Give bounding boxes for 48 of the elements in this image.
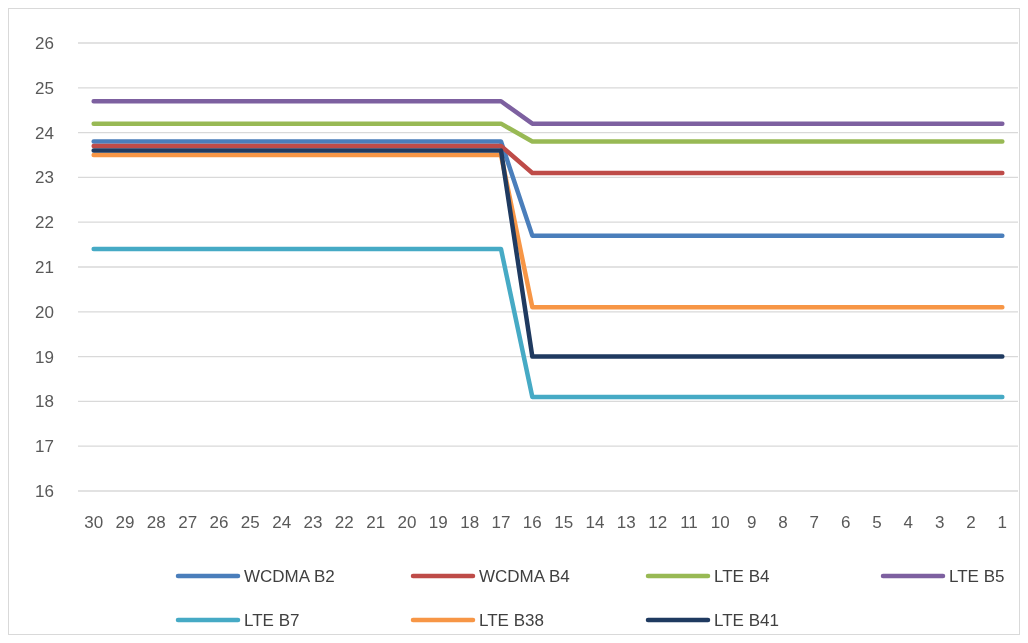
legend-label: LTE B41 [714, 610, 779, 630]
x-tick-label: 1 [997, 513, 1008, 532]
x-tick-label: 29 [115, 513, 135, 532]
y-tick-label: 16 [35, 481, 54, 501]
y-tick-label: 26 [35, 33, 54, 53]
x-tick-label: 30 [84, 513, 104, 532]
y-tick-label: 19 [35, 347, 54, 367]
x-tick-label: 4 [903, 513, 914, 532]
x-tick-label: 16 [522, 513, 542, 532]
y-tick-label: 22 [35, 213, 54, 233]
legend-label: WCDMA B2 [244, 566, 335, 586]
y-tick-label: 24 [35, 123, 54, 143]
x-tick-label: 21 [366, 513, 386, 532]
y-tick-label: 18 [35, 392, 54, 412]
x-tick-label: 19 [428, 513, 448, 532]
x-tick-label: 2 [966, 513, 976, 532]
x-tick-label: 25 [240, 513, 260, 532]
legend-label: WCDMA B4 [479, 566, 570, 586]
x-tick-label: 24 [272, 513, 292, 532]
x-tick-label: 9 [746, 513, 757, 532]
y-tick-label: 20 [35, 302, 54, 322]
x-tick-label: 8 [778, 513, 788, 532]
x-tick-label: 11 [680, 513, 698, 532]
x-tick-label: 7 [809, 513, 820, 532]
x-tick-label: 14 [585, 513, 605, 532]
x-tick-label: 18 [460, 513, 480, 532]
x-tick-label: 3 [934, 513, 945, 532]
x-tick-label: 15 [554, 513, 574, 532]
y-tick-label: 21 [35, 257, 54, 277]
x-tick-label: 12 [648, 513, 668, 532]
x-tick-label: 5 [872, 513, 882, 532]
legend-label: LTE B38 [479, 610, 544, 630]
legend-label: LTE B7 [244, 610, 300, 630]
x-tick-label: 27 [178, 513, 198, 532]
legend-label: LTE B5 [949, 566, 1005, 586]
x-tick-label: 6 [840, 513, 851, 532]
y-tick-label: 17 [35, 437, 54, 457]
x-tick-label: 20 [397, 513, 417, 532]
y-tick-label: 25 [35, 78, 54, 98]
x-tick-label: 17 [491, 513, 511, 532]
x-tick-label: 22 [334, 513, 354, 532]
legend-label: LTE B4 [714, 566, 770, 586]
y-tick-label: 23 [35, 168, 54, 188]
x-tick-label: 13 [616, 513, 636, 532]
x-tick-label: 10 [710, 513, 730, 532]
x-tick-label: 28 [146, 513, 166, 532]
x-tick-label: 26 [209, 513, 229, 532]
x-tick-label: 23 [303, 513, 323, 532]
